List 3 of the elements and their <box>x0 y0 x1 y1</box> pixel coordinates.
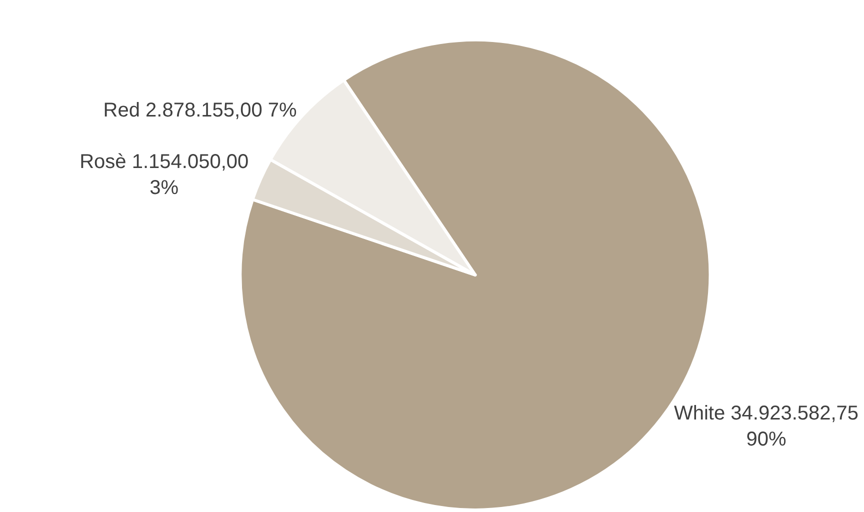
slice-label: Rosè 1.154.050,00 3% <box>80 151 249 200</box>
slice-label: White 34.923.582,75 90% <box>674 402 859 450</box>
slice-label: Red 2.878.155,00 7% <box>103 100 297 122</box>
